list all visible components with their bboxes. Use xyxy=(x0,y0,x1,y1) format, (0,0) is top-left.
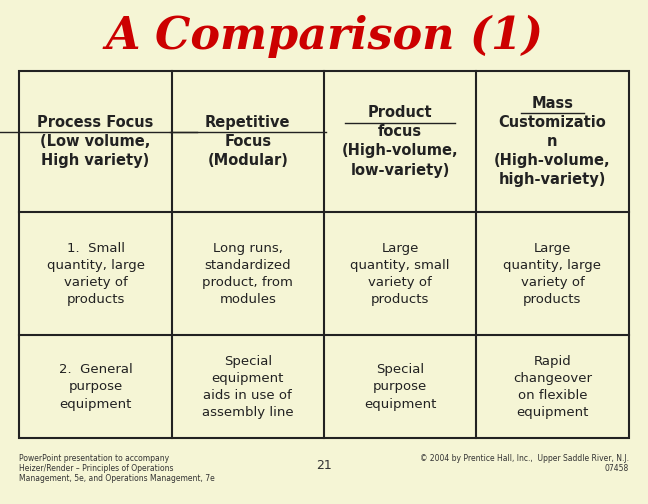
Text: Rapid: Rapid xyxy=(533,355,572,368)
Text: aids in use of: aids in use of xyxy=(203,389,292,402)
Text: focus: focus xyxy=(378,124,422,139)
Text: assembly line: assembly line xyxy=(202,406,294,419)
Text: purpose: purpose xyxy=(69,381,122,394)
Text: quantity, small: quantity, small xyxy=(351,259,450,272)
Text: low-variety): low-variety) xyxy=(351,163,450,177)
Text: n: n xyxy=(547,134,558,149)
Text: equipment: equipment xyxy=(212,372,284,385)
Text: on flexible: on flexible xyxy=(518,389,587,402)
Text: Product: Product xyxy=(368,105,432,120)
Text: standardized: standardized xyxy=(205,259,291,272)
Text: (Low volume,: (Low volume, xyxy=(40,134,151,149)
Text: equipment: equipment xyxy=(364,398,436,411)
Text: equipment: equipment xyxy=(60,398,132,411)
Text: Mass: Mass xyxy=(531,96,573,110)
Text: High variety): High variety) xyxy=(41,153,150,168)
Text: A Comparison (1): A Comparison (1) xyxy=(105,15,543,58)
Text: Process Focus: Process Focus xyxy=(38,115,154,130)
Text: quantity, large: quantity, large xyxy=(47,259,145,272)
Text: changeover: changeover xyxy=(513,372,592,385)
Text: (High-volume,: (High-volume, xyxy=(342,144,458,158)
Text: Focus: Focus xyxy=(224,134,272,149)
Text: modules: modules xyxy=(220,293,276,306)
Text: quantity, large: quantity, large xyxy=(503,259,601,272)
Text: Special: Special xyxy=(224,355,272,368)
Text: Large: Large xyxy=(534,241,571,255)
Text: 2.  General: 2. General xyxy=(59,363,132,376)
Text: 1.  Small: 1. Small xyxy=(67,241,124,255)
Text: (Modular): (Modular) xyxy=(207,153,288,168)
Text: products: products xyxy=(371,293,430,306)
Text: Long runs,: Long runs, xyxy=(213,241,283,255)
Text: products: products xyxy=(66,293,125,306)
Text: PowerPoint presentation to accompany
Heizer/Render – Principles of Operations
Ma: PowerPoint presentation to accompany Hei… xyxy=(19,454,215,483)
Text: purpose: purpose xyxy=(373,381,427,394)
Text: product, from: product, from xyxy=(202,276,294,289)
Text: high-variety): high-variety) xyxy=(499,172,606,187)
Text: Customizatio: Customizatio xyxy=(498,115,607,130)
Text: products: products xyxy=(523,293,582,306)
Text: variety of: variety of xyxy=(64,276,128,289)
Text: equipment: equipment xyxy=(516,406,588,419)
Text: (High-volume,: (High-volume, xyxy=(494,153,610,168)
Text: © 2004 by Prentice Hall, Inc.,  Upper Saddle River, N.J.
07458: © 2004 by Prentice Hall, Inc., Upper Sad… xyxy=(419,454,629,473)
Text: variety of: variety of xyxy=(520,276,584,289)
Text: variety of: variety of xyxy=(368,276,432,289)
Text: Special: Special xyxy=(376,363,424,376)
Text: Large: Large xyxy=(382,241,419,255)
Text: 21: 21 xyxy=(316,459,332,472)
Text: Repetitive: Repetitive xyxy=(205,115,290,130)
